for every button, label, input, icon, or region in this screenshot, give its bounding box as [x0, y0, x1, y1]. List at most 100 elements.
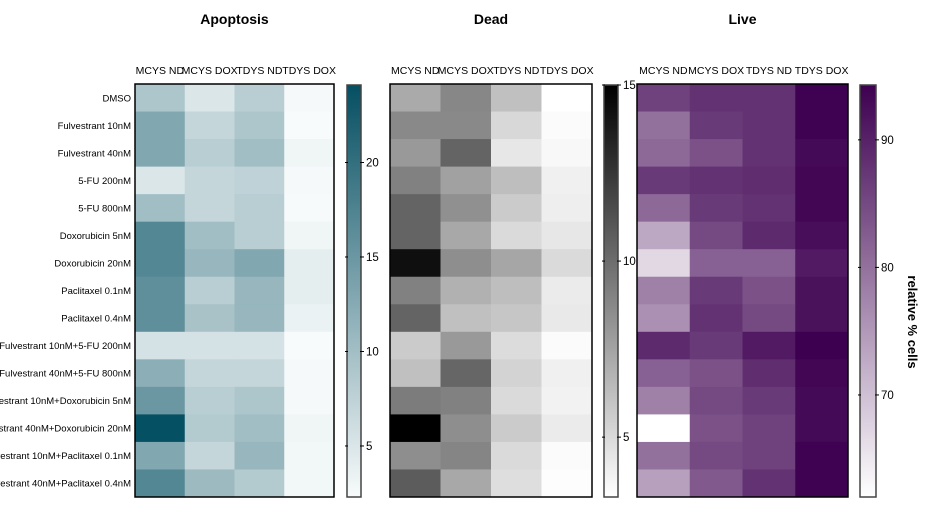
heatmap-cell	[184, 386, 235, 415]
heatmap-cell	[491, 386, 542, 415]
heatmap-cell	[440, 166, 492, 195]
heatmap-cell	[541, 469, 593, 498]
column-label: MCYS ND	[391, 65, 440, 77]
heatmap-cell	[491, 414, 542, 443]
heatmap-cell	[742, 111, 796, 140]
heatmap-cell	[234, 469, 285, 498]
heatmap-cell	[184, 276, 235, 305]
heatmap-cell	[637, 111, 691, 140]
heatmap-cell	[284, 331, 335, 360]
heatmap-cell	[284, 139, 335, 168]
heatmap-cell	[637, 84, 691, 113]
colorbar	[346, 84, 362, 498]
heatmap-cell	[795, 386, 849, 415]
row-label: Fulvestrant 40nM	[58, 148, 131, 159]
heatmap-cell	[390, 111, 441, 140]
colorbar	[603, 84, 619, 498]
heatmap-cell	[284, 194, 335, 223]
panel-title: Live	[728, 11, 756, 27]
heatmap-cell	[689, 84, 743, 113]
heatmap-cell	[234, 194, 285, 223]
heatmap-cell	[284, 166, 335, 195]
heatmap-cell	[637, 469, 691, 498]
heatmap-cell	[742, 441, 796, 470]
heatmap-cell	[742, 249, 796, 278]
heatmap-cell	[440, 111, 492, 140]
heatmap-cell	[440, 414, 492, 443]
heatmap-cell	[637, 276, 691, 305]
heatmap-cell	[390, 276, 441, 305]
heatmap-cell	[135, 139, 186, 168]
row-label: Fulvestrant 40nM+Paclitaxel 0.4nM	[0, 479, 131, 490]
heatmap-cell	[390, 386, 441, 415]
heatmap-cell	[440, 386, 492, 415]
heatmap-cell	[637, 359, 691, 388]
row-label: Fulvestrant 10nM	[58, 121, 131, 132]
heatmap-cell	[795, 111, 849, 140]
heatmap-cell	[541, 221, 593, 250]
heatmap-cell	[795, 276, 849, 305]
row-label: 5-FU 200nM	[78, 176, 131, 187]
heatmap-cell	[795, 469, 849, 498]
heatmap-cell	[742, 469, 796, 498]
column-label: TDYS DOX	[795, 65, 849, 77]
heatmap-cell	[184, 304, 235, 333]
heatmap-cell	[440, 221, 492, 250]
heatmap-cell	[135, 386, 186, 415]
heatmap-cell	[491, 221, 542, 250]
heatmap-cell	[795, 84, 849, 113]
heatmap-cell	[440, 359, 492, 388]
heatmap-cell	[390, 441, 441, 470]
heatmap-cell	[689, 249, 743, 278]
heatmap-cell	[491, 276, 542, 305]
column-label: MCYS DOX	[438, 65, 494, 77]
heatmap-cell	[390, 331, 441, 360]
heatmap-cell	[135, 276, 186, 305]
heatmap-cell	[184, 194, 235, 223]
heatmap-cell	[284, 111, 335, 140]
heatmap-cell	[689, 166, 743, 195]
colorbar-tick-label: 10	[366, 346, 379, 358]
heatmap-cell	[184, 331, 235, 360]
heatmap-cell	[795, 414, 849, 443]
heatmap-cell	[184, 469, 235, 498]
heatmap-cell	[390, 249, 441, 278]
heatmap-cell	[184, 139, 235, 168]
heatmap-cell	[440, 441, 492, 470]
heatmap-cell	[742, 331, 796, 360]
heatmap-cell	[491, 469, 542, 498]
colorbar	[859, 84, 877, 498]
colorbar-tick-label: 10	[623, 256, 636, 268]
heatmap-cell	[284, 304, 335, 333]
heatmap-cell	[637, 221, 691, 250]
colorbar-label: relative % cells	[905, 275, 920, 368]
heatmap-cell	[284, 84, 335, 113]
heatmap-cell	[689, 441, 743, 470]
heatmap-cell	[689, 414, 743, 443]
heatmap-cell	[284, 359, 335, 388]
heatmap-cell	[541, 304, 593, 333]
heatmap-cell	[184, 249, 235, 278]
row-label: Fulvestrant 10nM+Paclitaxel 0.1nM	[0, 451, 131, 462]
heatmap-cell	[284, 469, 335, 498]
heatmap-cell	[135, 194, 186, 223]
heatmap-cell	[541, 359, 593, 388]
row-label: 5-FU 800nM	[78, 203, 131, 214]
heatmap-cell	[135, 166, 186, 195]
panel-title: Apoptosis	[200, 11, 269, 27]
heatmap-cell	[689, 221, 743, 250]
column-label: MCYS DOX	[688, 65, 744, 77]
heatmap-cell	[135, 221, 186, 250]
colorbar-tick-label: 5	[366, 441, 372, 453]
heatmap-cell	[541, 276, 593, 305]
heatmap-cell	[234, 276, 285, 305]
heatmap-cell	[637, 441, 691, 470]
colorbar-tick-label: 5	[623, 432, 629, 444]
heatmap-cell	[689, 469, 743, 498]
heatmap-cell	[491, 84, 542, 113]
colorbar-tick-label: 20	[366, 157, 379, 169]
heatmap-cell	[440, 331, 492, 360]
heatmap-cell	[440, 84, 492, 113]
heatmap-cell	[135, 441, 186, 470]
